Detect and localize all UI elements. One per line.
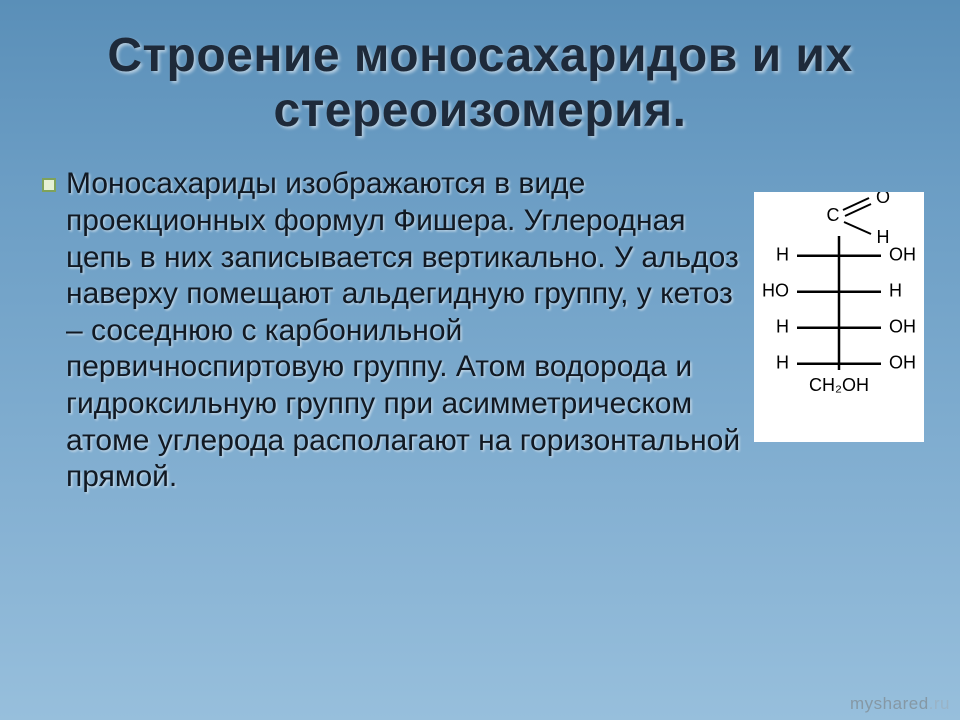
svg-text:H: H xyxy=(776,353,789,373)
svg-text:HO: HO xyxy=(762,281,789,301)
svg-text:OH: OH xyxy=(889,245,916,265)
svg-text:O: O xyxy=(876,192,890,207)
svg-text:CH₂OH: CH₂OH xyxy=(809,375,869,395)
watermark: myshared.ru xyxy=(850,694,950,714)
slide: Строение моносахаридов и их стереоизомер… xyxy=(0,0,960,720)
content-row: Моносахариды изображаются в виде проекци… xyxy=(36,166,924,495)
watermark-main: myshared xyxy=(850,694,929,713)
svg-text:H: H xyxy=(776,317,789,337)
bullet-block: Моносахариды изображаются в виде проекци… xyxy=(36,166,742,495)
fischer-projection: COHHOHHOHHOHHOHCH₂OH xyxy=(754,192,924,442)
svg-text:OH: OH xyxy=(889,317,916,337)
svg-text:H: H xyxy=(877,227,890,247)
watermark-faded: .ru xyxy=(929,694,950,713)
svg-text:C: C xyxy=(827,205,840,225)
svg-text:H: H xyxy=(889,281,902,301)
svg-text:OH: OH xyxy=(889,353,916,373)
svg-text:H: H xyxy=(776,245,789,265)
body-text: Моносахариды изображаются в виде проекци… xyxy=(66,166,742,495)
slide-title: Строение моносахаридов и их стереоизомер… xyxy=(36,28,924,138)
bullet-icon xyxy=(42,178,56,192)
